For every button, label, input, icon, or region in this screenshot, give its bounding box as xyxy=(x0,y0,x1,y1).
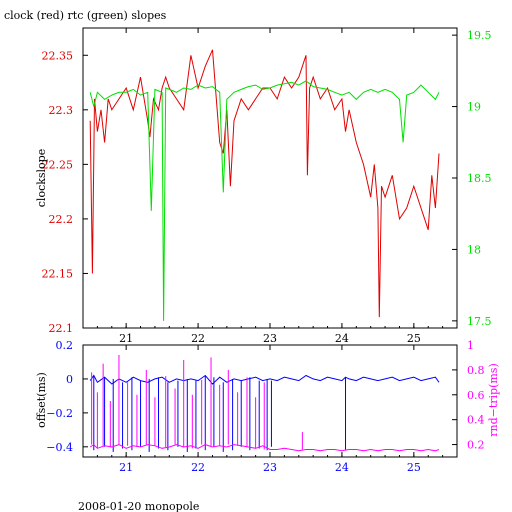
offset-series-line xyxy=(89,374,440,385)
top-y2-tick-label: 18.5 xyxy=(467,172,492,185)
bottom-y2-tick-label: 0.6 xyxy=(467,389,485,402)
top-y-tick-label: 22.15 xyxy=(42,267,74,280)
top-y-tick-label: 22.3 xyxy=(49,104,74,117)
bottom-y-tick-label: 0 xyxy=(66,373,73,386)
bottom-y2-tick-label: 0.2 xyxy=(467,439,485,452)
bottom-plot-axes: 21 22 23 24 25 −0.4 −0.2 0 0.2 0.2 0.4 0.6 0.8 1 xyxy=(46,339,484,474)
bottom-x-tick-label: 23 xyxy=(263,461,277,474)
bottom-x-tick-label: 21 xyxy=(119,461,133,474)
bottom-y-tick-label: −0.4 xyxy=(46,441,73,454)
top-y-tick-label: 22.35 xyxy=(42,49,74,62)
bottom-x-tick-label: 22 xyxy=(191,461,205,474)
bottom-x-tick-label: 25 xyxy=(407,461,421,474)
bottom-y2-tick-label: 1 xyxy=(467,339,474,352)
footer-caption: 2008-01-20 monopole xyxy=(78,500,199,512)
bottom-y2-tick-label: 0.8 xyxy=(467,364,485,377)
chart-title: clock (red) rtc (green) slopes xyxy=(4,9,167,22)
top-y-axis-label: clockslope xyxy=(35,149,48,207)
top-x-tick-label: 24 xyxy=(335,332,349,345)
bottom-y-tick-label: 0.2 xyxy=(56,339,74,352)
top-y2-tick-label: 19 xyxy=(467,101,481,114)
top-x-tick-label: 21 xyxy=(119,332,133,345)
top-y2-tick-label: 17.5 xyxy=(467,315,492,328)
bottom-x-tick-label: 24 xyxy=(335,461,349,474)
top-y2-tick-label: 18 xyxy=(467,243,481,256)
clock-series-line xyxy=(89,49,440,318)
bottom-y2-axis-label: rnd−trip(ms) xyxy=(487,363,500,437)
top-y-tick-label: 22.1 xyxy=(49,322,74,335)
bottom-plot-frame xyxy=(82,344,458,458)
bottom-y2-tick-label: 0.4 xyxy=(467,414,485,427)
rtc-series-line xyxy=(89,80,440,321)
top-y-tick-label: 22.25 xyxy=(42,158,74,171)
top-x-tick-label: 22 xyxy=(191,332,205,345)
bottom-plot-series xyxy=(89,354,440,452)
top-y2-tick-label: 19.5 xyxy=(467,29,492,42)
bottom-y-axis-label: offset(ms) xyxy=(35,372,48,428)
top-x-tick-label: 25 xyxy=(407,332,421,345)
bottom-y-tick-label: −0.2 xyxy=(46,407,73,420)
top-plot-frame xyxy=(82,27,458,329)
top-y-tick-label: 22.2 xyxy=(49,213,74,226)
top-plot-axes: 21 22 23 24 25 22.1 22.15 22.2 22.25 22.3 22.35 17.… xyxy=(42,28,492,345)
top-x-tick-label: 23 xyxy=(263,332,277,345)
top-plot-series xyxy=(89,49,440,321)
rndtrip-series-line xyxy=(89,443,440,452)
